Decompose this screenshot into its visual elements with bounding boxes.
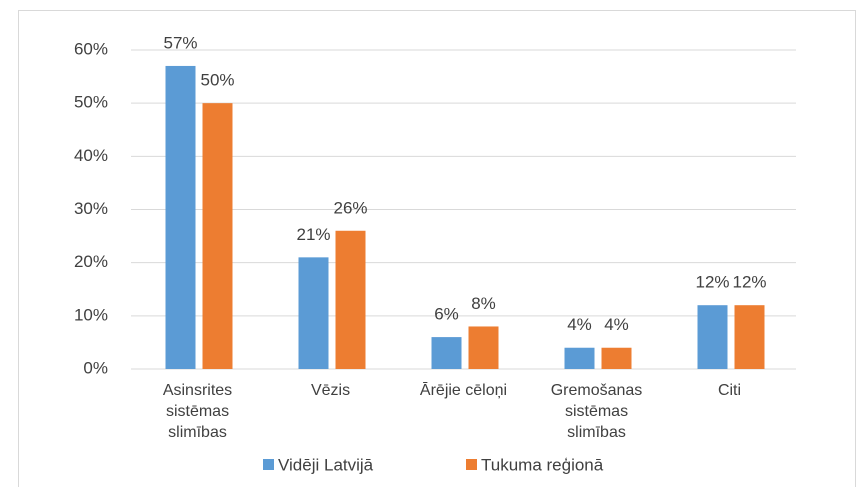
data-label: 26% xyxy=(333,198,367,217)
data-label: 8% xyxy=(471,294,496,313)
y-tick-label: 10% xyxy=(74,305,108,324)
legend-swatch xyxy=(466,459,477,470)
data-label: 4% xyxy=(567,315,592,334)
x-tick-label: Asinsrites sistēmas slimības xyxy=(162,382,233,441)
y-tick-label: 40% xyxy=(74,146,108,165)
x-tick-label: Citi xyxy=(717,382,742,399)
data-label: 4% xyxy=(604,315,629,334)
bar xyxy=(564,347,595,369)
y-tick-label: 20% xyxy=(74,252,108,271)
y-tick-label: 30% xyxy=(74,199,108,218)
x-tick-label: Gremošanas sistēmas slimības xyxy=(550,382,643,441)
bar xyxy=(298,257,329,369)
bar xyxy=(468,326,499,369)
bar xyxy=(431,337,462,369)
y-tick-label: 60% xyxy=(74,39,108,58)
y-tick-label: 0% xyxy=(83,358,108,377)
data-label: 21% xyxy=(296,225,330,244)
legend-label: Tukuma reģionā xyxy=(481,455,604,474)
bar xyxy=(165,65,196,369)
y-tick-label: 50% xyxy=(74,93,108,112)
data-label: 12% xyxy=(732,273,766,292)
data-label: 12% xyxy=(695,273,729,292)
data-label: 57% xyxy=(163,33,197,52)
x-tick-label: Vēzis xyxy=(310,382,351,399)
data-label: 50% xyxy=(200,71,234,90)
x-tick-label: Ārējie cēloņi xyxy=(419,382,508,399)
bar xyxy=(335,230,366,369)
bar xyxy=(601,347,632,369)
legend-label: Vidēji Latvijā xyxy=(278,455,374,474)
bar xyxy=(697,305,728,369)
data-label: 6% xyxy=(434,305,459,324)
legend-swatch xyxy=(263,459,274,470)
bar xyxy=(202,103,233,370)
chart-frame xyxy=(18,10,856,487)
bar xyxy=(734,305,765,369)
